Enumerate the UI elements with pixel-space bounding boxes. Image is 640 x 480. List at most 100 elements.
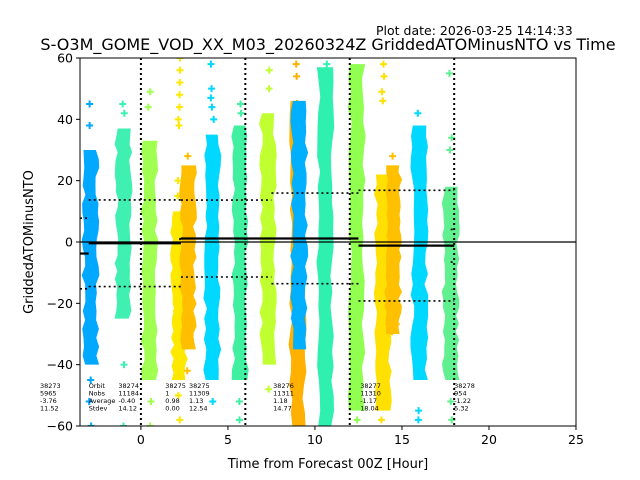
annotation-orbit: 38276 <box>273 382 294 390</box>
outlier-point <box>446 146 454 154</box>
annotation-stdev: 11.52 <box>40 405 59 413</box>
data-point <box>354 208 362 216</box>
outlier-point <box>175 103 183 111</box>
outlier-point <box>147 397 155 405</box>
data-point <box>392 288 400 296</box>
outlier-point <box>208 85 216 93</box>
data-point <box>414 268 422 276</box>
data-point <box>377 267 385 275</box>
annotation-stdev: 0.00 <box>165 405 179 413</box>
data-point <box>87 227 95 235</box>
data-point <box>186 172 194 180</box>
outlier-point <box>292 60 300 68</box>
data-point <box>392 320 400 328</box>
data-point <box>387 166 395 174</box>
annotation-nobs: 11311 <box>273 390 294 398</box>
data-point <box>352 216 360 224</box>
annotation-stdev: 18.04 <box>360 405 379 413</box>
data-point <box>235 147 243 155</box>
outlier-point <box>176 91 184 99</box>
orbit-stat-segment <box>358 189 455 302</box>
outlier-point <box>207 60 215 68</box>
annotation-orbit: 38273 <box>40 382 61 390</box>
data-strip <box>114 100 133 426</box>
annotation-orbit: 38278 <box>454 382 475 390</box>
outlier-point <box>379 97 387 105</box>
data-point <box>418 139 426 147</box>
data-point <box>298 136 306 144</box>
x-tick-label: 20 <box>481 432 497 447</box>
data-point <box>449 344 457 352</box>
x-tick-label: 0 <box>137 432 145 447</box>
data-point <box>351 260 359 268</box>
outlier-point <box>87 422 95 426</box>
data-point <box>209 289 217 297</box>
stat-label: Stdev <box>89 405 108 413</box>
data-point <box>351 142 359 150</box>
data-point <box>184 336 192 344</box>
data-point <box>265 136 273 144</box>
annotation-average: -0.40 <box>118 397 135 405</box>
outlier-point <box>146 88 154 96</box>
outlier-point <box>120 361 128 369</box>
outlier-point <box>208 103 216 111</box>
annotation-orbit: 38277 <box>360 382 381 390</box>
data-point <box>293 353 301 361</box>
outlier-point <box>174 115 182 123</box>
data-point <box>293 199 301 207</box>
x-tick-label: 15 <box>394 432 410 447</box>
outlier-point <box>448 134 456 142</box>
annotation-average: -1.22 <box>454 397 471 405</box>
x-axis-label: Time from Forecast 00Z [Hour] <box>227 457 429 472</box>
data-strip <box>410 109 429 424</box>
data-point <box>379 325 387 333</box>
outlier-point <box>297 177 305 185</box>
outlier-point <box>86 121 94 129</box>
outlier-point <box>323 60 331 68</box>
outlier-point <box>174 391 182 399</box>
outlier-point <box>389 152 397 160</box>
data-point <box>84 167 92 175</box>
data-point <box>117 257 125 265</box>
data-point <box>210 366 218 374</box>
outlier-point <box>176 416 184 424</box>
y-tick-label: −40 <box>47 357 73 372</box>
annotation-nobs: 11309 <box>189 390 210 398</box>
data-point <box>388 328 396 336</box>
outlier-point <box>379 60 387 68</box>
data-point <box>296 223 304 231</box>
data-point <box>185 224 193 232</box>
data-point <box>206 261 214 269</box>
data-strip <box>316 60 335 426</box>
data-point <box>352 362 360 370</box>
annotation-nobs: 1 <box>165 390 169 398</box>
y-tick-label: 20 <box>57 173 73 188</box>
data-point <box>263 357 271 365</box>
chart-title: S-O3M_GOME_VOD_XX_M03_20260324Z GriddedA… <box>40 35 615 55</box>
annotation-average: -3.76 <box>40 397 57 405</box>
data-point <box>447 312 455 320</box>
annotation-orbit: 38275 <box>189 382 210 390</box>
outlier-point <box>237 100 245 108</box>
outlier-point <box>85 397 93 405</box>
data-point <box>377 332 385 340</box>
data-point <box>387 230 395 238</box>
data-point <box>121 181 129 189</box>
annotation-nobs: 5965 <box>40 390 57 398</box>
data-point <box>88 216 96 224</box>
data-point <box>84 265 92 273</box>
data-point <box>292 392 300 400</box>
data-point <box>148 197 156 205</box>
annotation-nobs: 11184 <box>118 390 139 398</box>
data-point <box>377 294 385 302</box>
outlier-point <box>447 397 455 405</box>
outlier-point <box>377 416 385 424</box>
strip-core <box>114 128 133 319</box>
data-point <box>386 245 394 253</box>
outlier-point <box>235 397 243 405</box>
annotation-orbit: 38274 <box>118 382 139 390</box>
outlier-point <box>445 69 453 77</box>
outlier-point <box>295 324 303 332</box>
strip-core <box>347 64 366 411</box>
